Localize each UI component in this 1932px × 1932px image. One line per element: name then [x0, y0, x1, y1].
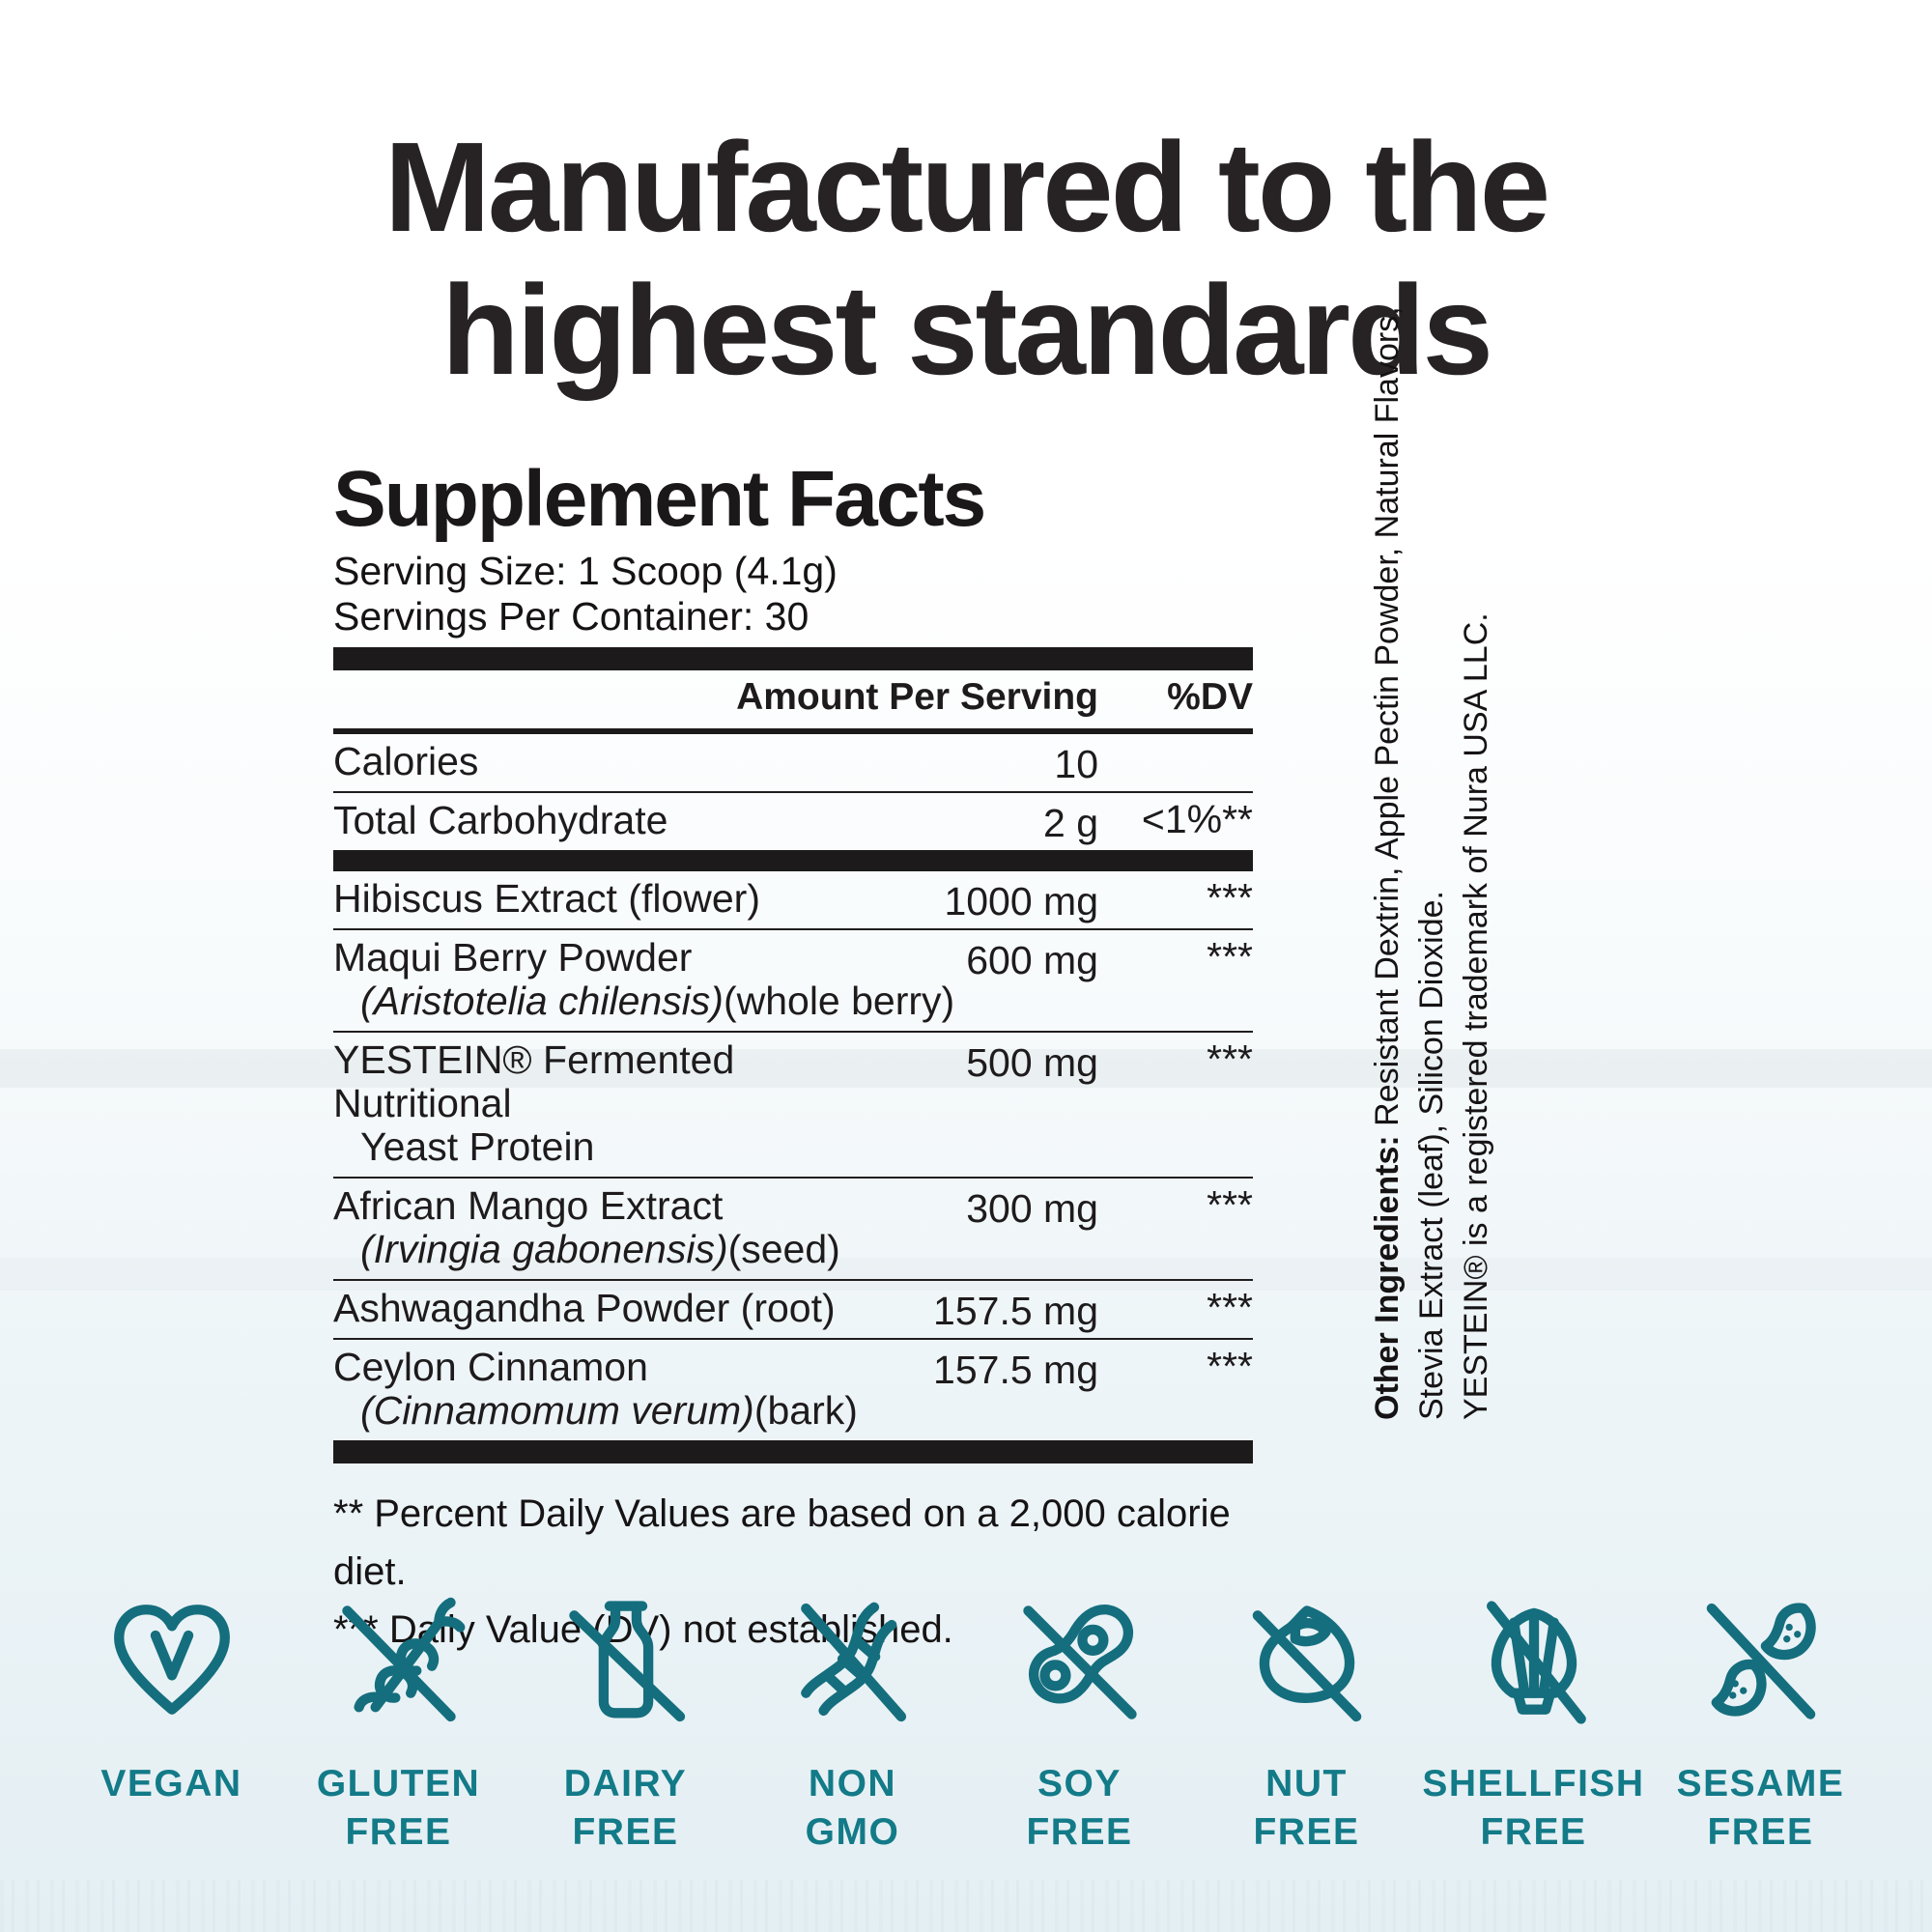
table-row: Ceylon Cinnamon (Cinnamomum verum)(bark)… [333, 1340, 1253, 1440]
row-name: Ceylon Cinnamon [333, 1345, 648, 1389]
table-row: Total Carbohydrate 2 g <1%** [333, 793, 1253, 850]
soy-free-icon [1022, 1605, 1137, 1719]
divider-thick-bar [333, 1440, 1253, 1463]
badge-non-gmo: NON GMO [739, 1592, 966, 1857]
dairy-free-icon [568, 1601, 685, 1722]
table-row: YESTEIN® Fermented Nutritional Yeast Pro… [333, 1033, 1253, 1179]
other-ingredients-note: Other Ingredients: Resistant Dextrin, Ap… [1365, 306, 1498, 1420]
supplement-facts-panel: Supplement Facts Serving Size: 1 Scoop (… [333, 460, 1253, 1659]
species-name: (Cinnamomum verum) [360, 1388, 754, 1433]
row-sub-name: (Aristotelia chilensis)(whole berry) [333, 980, 1253, 1023]
trademark-line: YESTEIN® is a registered trademark of Nu… [1458, 612, 1494, 1420]
badge-dairy-free: DAIRY FREE [512, 1592, 739, 1857]
species-name: (Irvingia gabonensis) [360, 1227, 728, 1271]
badge-label: VEGAN [100, 1763, 242, 1804]
page-title: Manufactured to the highest standards [0, 116, 1932, 402]
table-row: Ashwagandha Powder (root) 157.5 mg *** [333, 1281, 1253, 1340]
row-amount: 157.5 mg [933, 1348, 1098, 1392]
badge-gluten-free: GLUTEN FREE [285, 1592, 512, 1857]
row-amount: 600 mg [966, 938, 1098, 982]
table-column-headers: Amount Per Serving %DV [333, 670, 1253, 728]
other-ingredients-label: Other Ingredients: [1369, 1135, 1406, 1420]
part-name: (seed) [727, 1227, 840, 1271]
badge-label: SESAME FREE [1676, 1763, 1845, 1853]
shellfish-free-icon [1486, 1601, 1586, 1724]
column-header-dv: %DV [1167, 676, 1253, 718]
nut-free-icon [1252, 1605, 1361, 1722]
divider-rule [333, 728, 1253, 734]
row-amount: 500 mg [966, 1040, 1098, 1085]
row-dv: *** [1207, 1285, 1253, 1329]
badge-label: NUT FREE [1253, 1763, 1360, 1853]
other-ingredients-line-1: Other Ingredients: Resistant Dextrin, Ap… [1369, 306, 1406, 1420]
badge-soy-free: SOY FREE [966, 1592, 1193, 1857]
species-name: (Aristotelia chilensis) [360, 979, 724, 1023]
badge-shellfish-free: SHELLFISH FREE [1420, 1592, 1647, 1857]
badge-vegan: VEGAN [58, 1592, 285, 1857]
divider-thick-bar [333, 850, 1253, 871]
bottom-watermark-texture [0, 1880, 1932, 1932]
row-dv: <1%** [1141, 797, 1253, 841]
row-amount: 157.5 mg [933, 1289, 1098, 1333]
badge-nut-free: NUT FREE [1193, 1592, 1420, 1857]
row-name: YESTEIN® Fermented Nutritional [333, 1037, 735, 1125]
badge-sesame-free: SESAME FREE [1647, 1592, 1874, 1857]
row-amount: 2 g [1043, 801, 1098, 845]
row-sub-name: (Irvingia gabonensis)(seed) [333, 1228, 1253, 1271]
part-name: (bark) [753, 1388, 858, 1433]
row-amount: 10 [1054, 742, 1098, 786]
row-sub-name: (Cinnamomum verum)(bark) [333, 1389, 1253, 1433]
row-dv: *** [1207, 875, 1253, 920]
badge-label: GLUTEN FREE [316, 1763, 481, 1853]
row-name: African Mango Extract [333, 1183, 724, 1228]
row-name: Hibiscus Extract (flower) [333, 876, 760, 921]
background-smudge-band [0, 1258, 1932, 1291]
diet-badges-row: VEGAN GLUTEN FREE DAIRY FREE [58, 1592, 1874, 1857]
row-name: Calories [333, 739, 479, 783]
non-gmo-icon [800, 1602, 906, 1722]
badge-label: NON GMO [805, 1763, 900, 1853]
supplement-facts-heading: Supplement Facts [333, 455, 986, 543]
row-amount: 300 mg [966, 1186, 1098, 1231]
vegan-heart-icon [113, 1605, 230, 1715]
row-name: Maqui Berry Powder [333, 935, 693, 980]
row-dv: *** [1207, 1037, 1253, 1081]
background-smudge-band [0, 1049, 1932, 1088]
row-dv: *** [1207, 934, 1253, 979]
footnote-daily-values: ** Percent Daily Values are based on a 2… [333, 1492, 1231, 1593]
row-dv: *** [1207, 1344, 1253, 1388]
page-title-line-2: highest standards [441, 258, 1493, 401]
badge-label: DAIRY FREE [563, 1763, 688, 1853]
table-row: Maqui Berry Powder (Aristotelia chilensi… [333, 930, 1253, 1033]
table-row: Calories 10 [333, 734, 1253, 793]
row-name: Total Carbohydrate [333, 798, 668, 842]
row-dv: *** [1207, 1182, 1253, 1227]
servings-per-container: Servings Per Container: 30 [333, 594, 810, 639]
part-name: (whole berry) [723, 979, 955, 1023]
gluten-free-icon [341, 1597, 465, 1722]
row-name: Ashwagandha Powder (root) [333, 1286, 836, 1330]
sesame-free-icon [1706, 1603, 1816, 1719]
row-amount: 1000 mg [944, 879, 1098, 923]
table-row: Hibiscus Extract (flower) 1000 mg *** [333, 871, 1253, 930]
table-row: African Mango Extract (Irvingia gabonens… [333, 1179, 1253, 1281]
other-ingredients-line-2: Stevia Extract (leaf), Silicon Dioxide. [1413, 891, 1450, 1420]
page-title-line-1: Manufactured to the [384, 116, 1550, 258]
badge-label: SHELLFISH FREE [1422, 1763, 1645, 1853]
row-sub-name: Yeast Protein [360, 1124, 595, 1169]
serving-size: Serving Size: 1 Scoop (4.1g) [333, 549, 838, 593]
divider-thick-bar [333, 647, 1253, 670]
badge-label: SOY FREE [1026, 1763, 1133, 1853]
column-header-amount: Amount Per Serving [736, 676, 1098, 718]
